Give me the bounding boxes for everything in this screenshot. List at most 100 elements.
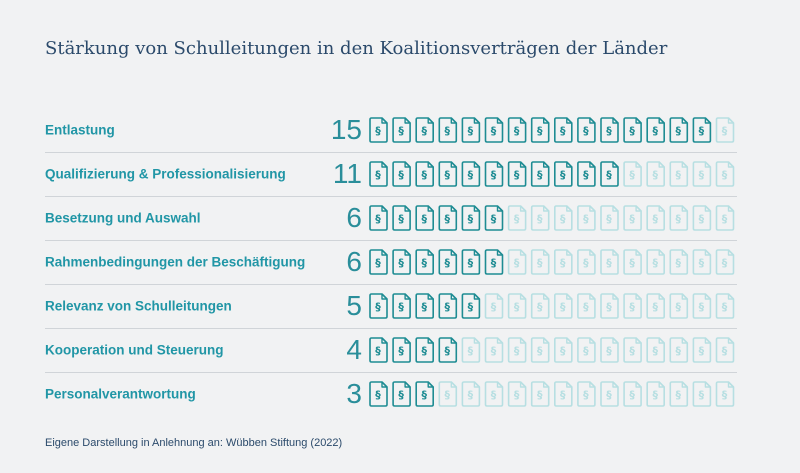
document-icon-empty: § — [646, 205, 665, 231]
svg-text:§: § — [398, 300, 404, 313]
svg-text:§: § — [722, 256, 728, 269]
svg-text:§: § — [676, 168, 682, 181]
svg-text:§: § — [606, 124, 612, 137]
svg-text:§: § — [398, 344, 404, 357]
document-icon-empty: § — [669, 205, 689, 231]
document-icon-empty: § — [600, 205, 619, 231]
svg-text:§: § — [375, 344, 381, 357]
category-label: Qualifizierung & Professionalisierung — [45, 166, 286, 182]
svg-text:§: § — [629, 388, 635, 401]
document-icon-empty: § — [715, 337, 735, 363]
document-icon-filled: § — [392, 249, 411, 275]
svg-text:§: § — [445, 168, 451, 181]
icon-row: § § § § § § § § § § § § § § § § — [369, 337, 737, 363]
document-icon-filled: § — [392, 117, 411, 143]
document-icon-filled: § — [461, 205, 481, 231]
document-icon-empty: § — [484, 337, 504, 363]
document-icon-filled: § — [438, 205, 458, 231]
document-icon-empty: § — [577, 293, 596, 319]
document-icon-filled: § — [484, 161, 504, 187]
document-icon-empty: § — [692, 161, 712, 187]
svg-text:§: § — [398, 256, 404, 269]
svg-text:§: § — [722, 344, 728, 357]
value-label: 11 — [332, 158, 362, 189]
svg-text:§: § — [583, 212, 589, 225]
document-icon-filled: § — [623, 117, 642, 143]
svg-text:§: § — [629, 168, 635, 181]
document-icon-empty: § — [461, 337, 481, 363]
svg-text:§: § — [560, 212, 566, 225]
icon-row: § § § § § § § § § § § § § § § § — [369, 161, 737, 187]
document-icon-filled: § — [484, 205, 504, 231]
svg-text:§: § — [699, 300, 705, 313]
svg-text:§: § — [560, 256, 566, 269]
svg-text:§: § — [629, 300, 635, 313]
svg-text:§: § — [606, 344, 612, 357]
document-icon-filled: § — [369, 205, 388, 231]
document-icon-empty: § — [623, 293, 642, 319]
row-divider — [45, 328, 737, 329]
document-icon-filled: § — [692, 117, 712, 143]
svg-text:§: § — [491, 388, 497, 401]
document-icon-empty: § — [692, 293, 712, 319]
icon-strip: § § § § § § § § § § § § § § § § — [369, 249, 735, 275]
document-icon-filled: § — [438, 117, 458, 143]
document-icon-filled: § — [369, 117, 388, 143]
svg-text:§: § — [514, 344, 520, 357]
svg-text:§: § — [583, 256, 589, 269]
document-icon-empty: § — [715, 249, 735, 275]
document-icon-filled: § — [600, 161, 619, 187]
document-icon-empty: § — [692, 205, 712, 231]
svg-text:§: § — [560, 300, 566, 313]
value-label: 6 — [346, 202, 362, 233]
category-label: Entlastung — [45, 122, 115, 138]
svg-text:§: § — [514, 124, 520, 137]
document-icon-filled: § — [415, 117, 434, 143]
document-icon-filled: § — [415, 293, 434, 319]
svg-text:§: § — [652, 300, 658, 313]
document-icon-empty: § — [507, 381, 527, 407]
chart-row: Besetzung und Auswahl 6 § § § § § § § § § § § § § § § § — [45, 196, 737, 240]
icon-strip: § § § § § § § § § § § § § § § § — [369, 337, 735, 363]
value-label: 4 — [346, 334, 362, 365]
document-icon-empty: § — [600, 293, 619, 319]
svg-text:§: § — [514, 168, 520, 181]
svg-text:§: § — [722, 168, 728, 181]
svg-text:§: § — [537, 344, 543, 357]
chart-row: Qualifizierung & Professionalisierung 11 §… — [45, 152, 737, 196]
svg-text:§: § — [468, 212, 474, 225]
svg-text:§: § — [445, 300, 451, 313]
svg-text:§: § — [652, 344, 658, 357]
document-icon-empty: § — [646, 381, 665, 407]
svg-text:§: § — [468, 124, 474, 137]
svg-text:§: § — [652, 168, 658, 181]
svg-text:§: § — [375, 300, 381, 313]
chart-row: Rahmenbedingungen der Beschäftigung 6 § § § §… — [45, 240, 737, 284]
document-icon-empty: § — [600, 249, 619, 275]
document-icon-filled: § — [600, 117, 619, 143]
document-icon-empty: § — [553, 337, 573, 363]
category-label: Besetzung und Auswahl — [45, 210, 201, 226]
svg-text:§: § — [699, 344, 705, 357]
svg-text:§: § — [560, 388, 566, 401]
svg-text:§: § — [583, 344, 589, 357]
svg-text:§: § — [583, 124, 589, 137]
icon-row: § § § § § § § § § § § § § § § § — [369, 205, 737, 231]
document-icon-filled: § — [438, 293, 458, 319]
svg-text:§: § — [699, 124, 705, 137]
document-icon-empty: § — [646, 293, 665, 319]
icon-row: § § § § § § § § § § § § § § § § — [369, 381, 737, 407]
svg-text:§: § — [560, 168, 566, 181]
svg-text:§: § — [514, 300, 520, 313]
document-icon-filled: § — [461, 161, 481, 187]
svg-text:§: § — [491, 256, 497, 269]
svg-text:§: § — [629, 124, 635, 137]
document-icon-empty: § — [623, 381, 642, 407]
document-icon-empty: § — [553, 293, 573, 319]
svg-text:§: § — [606, 168, 612, 181]
svg-text:§: § — [606, 388, 612, 401]
svg-text:§: § — [421, 344, 427, 357]
icon-row: § § § § § § § § § § § § § § § § — [369, 117, 737, 143]
icon-strip: § § § § § § § § § § § § § § § § — [369, 205, 735, 231]
svg-text:§: § — [491, 300, 497, 313]
